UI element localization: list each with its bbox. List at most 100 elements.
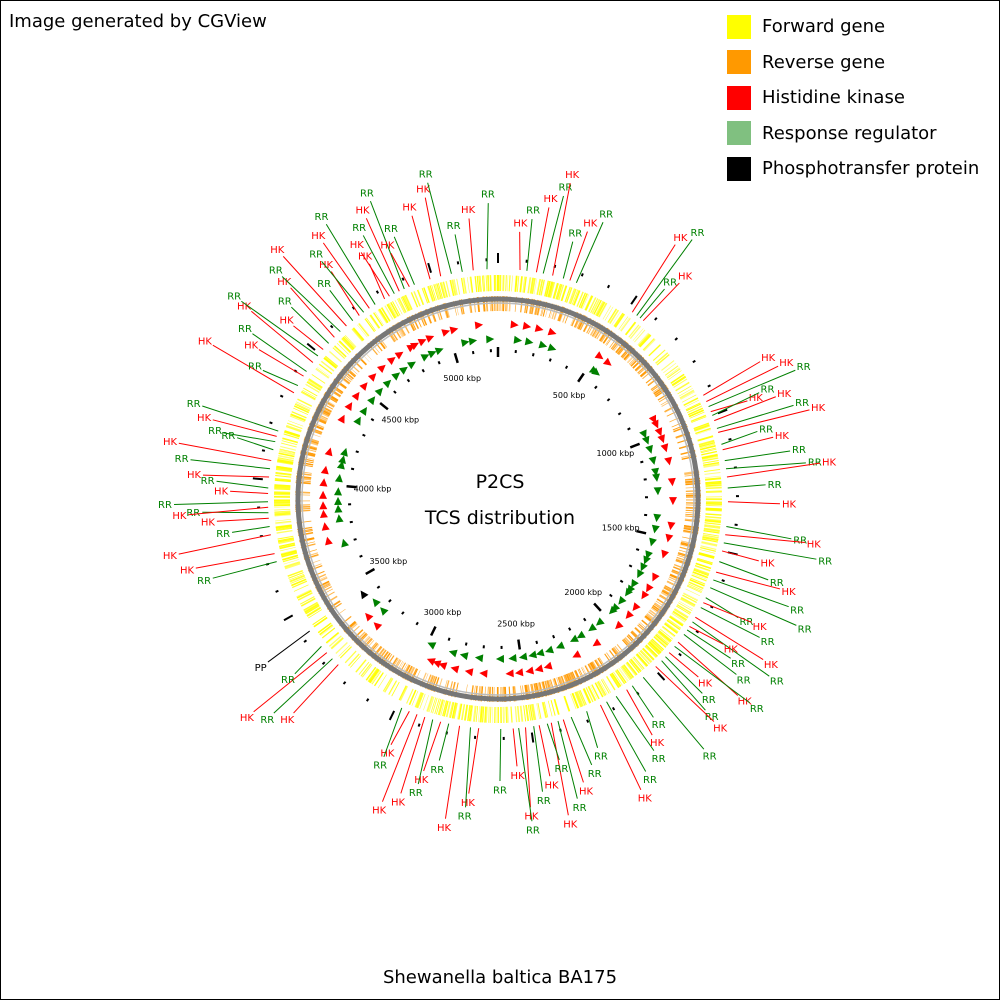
callout-label: RR <box>808 457 822 468</box>
gene-bar <box>355 659 367 673</box>
gene-bar <box>663 362 677 374</box>
hk-marker <box>632 602 641 611</box>
hk-marker <box>373 622 383 631</box>
callout-line <box>636 239 693 316</box>
callout-label: HK <box>437 823 452 834</box>
gene-bar <box>674 608 689 618</box>
gene-bar <box>701 541 718 546</box>
gene-bar <box>549 281 555 298</box>
callout-label: HK <box>749 393 764 404</box>
callout-line <box>383 707 403 758</box>
gene-bar <box>695 427 711 434</box>
gene-bar <box>596 681 606 697</box>
gene-bar <box>340 646 353 659</box>
callout-line <box>713 579 789 608</box>
callout-line <box>724 450 791 462</box>
gene-bar <box>704 525 721 529</box>
gene-bar <box>704 518 722 522</box>
gene-bar <box>642 648 654 661</box>
hk-marker <box>351 391 360 401</box>
gene-bar <box>705 482 722 484</box>
callout-line <box>695 616 764 661</box>
callout-line <box>212 561 277 579</box>
rr-marker <box>391 372 401 381</box>
gene-bar <box>699 549 716 554</box>
gene-bar <box>274 510 291 513</box>
scale-tick-minor <box>583 617 587 622</box>
legend-label: Histidine kinase <box>762 87 905 109</box>
gene-bar <box>344 335 356 348</box>
callout-line <box>533 726 543 792</box>
gene-bar <box>572 290 580 306</box>
outer-tick-minor <box>275 589 279 593</box>
callout-label: RR <box>186 508 200 519</box>
hk-marker <box>667 521 676 531</box>
gene-bar <box>532 703 537 720</box>
hk-marker <box>543 661 553 670</box>
gene-bar <box>275 468 292 473</box>
gene-bar <box>274 478 291 481</box>
gene-bar <box>687 583 703 591</box>
gene-bar <box>705 482 722 486</box>
gene-bar <box>306 607 321 617</box>
outer-tick-minor <box>654 317 658 321</box>
hk-marker <box>534 664 544 673</box>
callout-label: HK <box>638 793 653 804</box>
gene-bar <box>476 275 480 292</box>
gene-bar <box>640 649 653 662</box>
callout-label: RR <box>216 529 230 540</box>
gene-bar <box>639 334 651 348</box>
gene-bar <box>597 680 607 696</box>
outer-tick-minor <box>303 639 308 643</box>
gene-bar <box>525 705 528 722</box>
callout-label: HK <box>563 820 578 831</box>
gene-bar <box>279 544 296 550</box>
callout-label: RR <box>792 445 806 456</box>
gene-bar <box>580 689 587 705</box>
gene-bar <box>674 608 689 619</box>
gene-bar <box>276 527 293 531</box>
callout-label: HK <box>163 437 178 448</box>
callout-line <box>216 517 269 522</box>
callout-label: RR <box>793 536 807 547</box>
gene-bar <box>598 302 607 318</box>
gene-bar <box>610 673 620 688</box>
gene-bar <box>620 667 630 681</box>
callout-label: RR <box>201 476 215 487</box>
gene-bar <box>281 551 298 558</box>
gene-bar <box>705 490 722 492</box>
gene-bar <box>590 298 599 313</box>
gene-bar <box>704 524 721 527</box>
gene-bar <box>384 305 394 320</box>
gene-bar <box>693 422 710 430</box>
rr-marker <box>367 396 376 406</box>
gene-bar <box>690 577 706 585</box>
gene-bar <box>483 275 486 292</box>
gene-bar <box>313 616 328 628</box>
gene-bar <box>288 572 304 579</box>
callout-label: RR <box>795 398 809 409</box>
scale-tick-minor <box>609 593 613 598</box>
gene-bar <box>614 670 626 685</box>
gene-bar <box>297 398 313 407</box>
rr-marker <box>508 654 517 662</box>
outer-tick-major <box>427 262 432 273</box>
gene-bar <box>696 559 713 566</box>
rr-marker <box>382 379 392 389</box>
gene-bar <box>304 603 319 613</box>
callout-label: HK <box>713 723 728 734</box>
gene-bar <box>588 297 597 313</box>
outer-tick-minor <box>329 324 334 329</box>
callout-label: RR <box>526 206 540 217</box>
gene-bar <box>680 598 695 608</box>
gene-bar <box>591 298 601 314</box>
gene-bar <box>564 286 571 303</box>
gene-bar <box>683 397 699 406</box>
outer-tick-major <box>630 295 638 305</box>
gene-bar <box>317 622 332 634</box>
gene-bar <box>613 312 624 327</box>
gene-bar <box>328 635 342 647</box>
gene-bar <box>274 506 291 508</box>
callout-line <box>174 501 269 506</box>
gene-bar <box>437 282 443 299</box>
